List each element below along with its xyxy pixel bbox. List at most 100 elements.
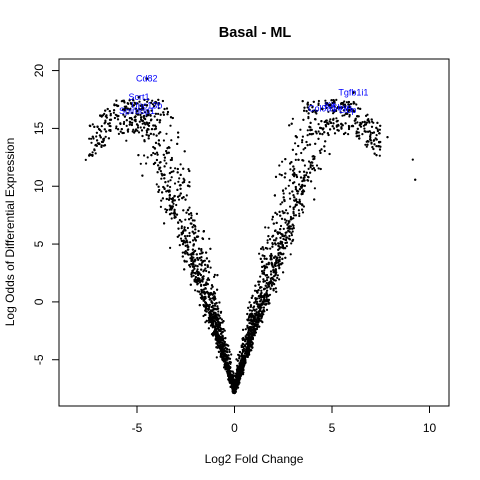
data-point [313,157,316,160]
data-point [255,311,258,314]
data-point [180,233,183,236]
data-point [211,326,214,329]
data-point [177,198,181,201]
data-point [254,328,258,331]
data-point [141,174,144,177]
data-point [277,244,280,247]
data-point [254,300,257,303]
data-point [177,180,180,183]
data-point [216,346,219,349]
data-point [159,170,162,173]
data-point [317,99,320,103]
data-point [188,169,191,173]
data-point [214,312,217,315]
data-point [205,257,208,260]
data-point [318,149,321,152]
data-point [323,149,326,153]
data-point [288,227,291,230]
data-point [315,164,319,167]
data-point [215,342,218,345]
data-point [272,269,275,272]
data-point [230,385,233,388]
data-point [261,246,264,249]
data-point [278,256,281,259]
data-point [184,250,187,253]
data-point [132,128,135,131]
data-point [301,184,304,187]
y-axis: -5 0 5 10 15 20 [32,64,60,365]
data-point [364,143,367,146]
data-point [235,358,238,361]
data-point [202,290,206,294]
data-point [348,115,351,118]
data-point [156,118,159,121]
data-point [328,120,331,123]
data-point [161,197,164,200]
data-point [289,168,292,171]
data-point [411,158,414,161]
data-point [173,208,176,211]
data-point [342,103,345,106]
data-point [348,126,351,129]
data-point [240,352,243,355]
data-point [244,338,247,341]
data-point [173,182,177,185]
data-point [242,365,245,368]
data-point [157,112,160,115]
data-point [153,146,156,150]
data-point [138,100,141,103]
data-point [248,334,251,337]
data-point [162,139,165,142]
data-point [153,128,156,131]
data-point [265,282,268,285]
data-point [250,315,253,318]
data-point [289,218,292,221]
data-point [274,268,277,271]
data-point [213,314,216,317]
data-point [141,122,144,125]
data-point [365,114,368,117]
data-point [179,184,182,187]
data-point [272,222,275,225]
data-point [301,100,304,103]
data-point [286,223,289,226]
data-point [247,331,250,334]
data-point [261,265,264,268]
data-point [332,118,335,121]
gene-label: Scrt1 [128,92,149,102]
data-point [197,273,200,277]
data-point [292,208,295,211]
data-point [262,280,265,283]
data-point [189,283,192,286]
data-point [190,216,193,220]
data-point [202,230,205,233]
data-point [205,269,208,273]
data-point [226,358,229,361]
data-point [206,283,209,286]
data-point [218,346,221,349]
plot-frame [58,58,450,407]
data-point [167,180,170,183]
data-point [242,345,245,349]
data-point [239,372,242,375]
data-point [249,339,252,342]
data-point [126,102,129,105]
data-point [139,104,142,107]
data-point [337,124,340,127]
data-point [194,276,197,279]
data-point [320,127,323,130]
data-point [165,152,168,155]
data-point [106,107,109,111]
data-point [370,142,373,145]
data-point [136,126,140,129]
data-point [223,344,226,347]
data-point [146,123,149,126]
data-point [176,235,179,238]
data-point [373,139,376,142]
data-point [254,323,257,327]
data-point [158,144,161,147]
data-point [306,106,309,109]
data-point [196,282,199,285]
data-point [259,300,262,303]
data-point [137,154,140,157]
